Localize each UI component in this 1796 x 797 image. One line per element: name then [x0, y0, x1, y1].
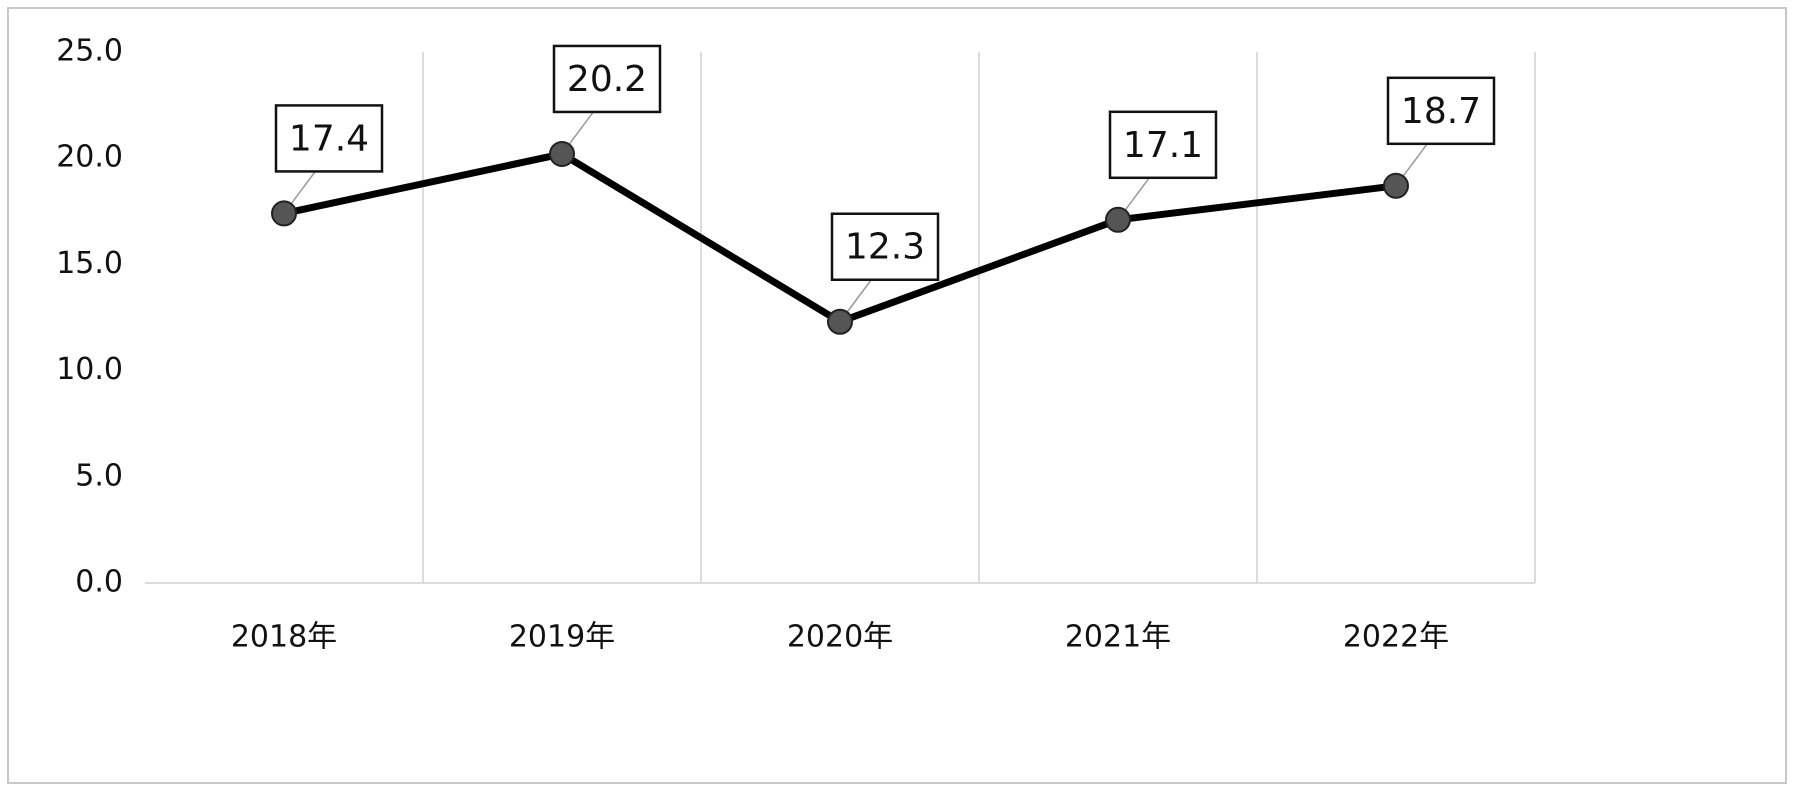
- value-label-group: 17.1: [1108, 110, 1218, 180]
- value-label: 20.2: [567, 59, 647, 100]
- value-label: 12.3: [845, 227, 925, 268]
- point: [271, 200, 297, 227]
- y-tick-label: 25.0: [56, 34, 123, 69]
- y-tick-label: 10.0: [56, 352, 123, 387]
- y-tick-label: 15.0: [56, 246, 123, 281]
- y-tick-label: 0.0: [75, 565, 123, 600]
- value-label-group: 17.4: [274, 104, 384, 173]
- x-tick-label: 2022年: [1343, 620, 1449, 655]
- point: [827, 308, 853, 335]
- point: [549, 140, 575, 167]
- x-tick-label: 2018年: [231, 620, 337, 655]
- value-label-box: [1108, 110, 1218, 180]
- x-tick-label: 2020年: [787, 620, 893, 655]
- value-label-group: 20.2: [552, 44, 662, 114]
- value-label-box: [274, 104, 384, 173]
- value-label-box: [552, 44, 662, 114]
- value-label-box: [830, 212, 940, 281]
- x-tick-label: 2019年: [509, 620, 615, 655]
- chart-border: [7, 7, 1787, 784]
- value-label: 17.4: [289, 118, 369, 159]
- value-label: 18.7: [1401, 91, 1481, 132]
- value-label-group: 12.3: [830, 212, 940, 281]
- y-tick-label: 20.0: [56, 140, 123, 175]
- point: [1105, 206, 1131, 233]
- value-label-box: [1386, 76, 1496, 146]
- value-label: 17.1: [1123, 125, 1203, 166]
- y-tick-label: 5.0: [75, 458, 123, 493]
- point: [1383, 172, 1409, 199]
- value-label-group: 18.7: [1386, 76, 1496, 146]
- x-tick-label: 2021年: [1065, 620, 1171, 655]
